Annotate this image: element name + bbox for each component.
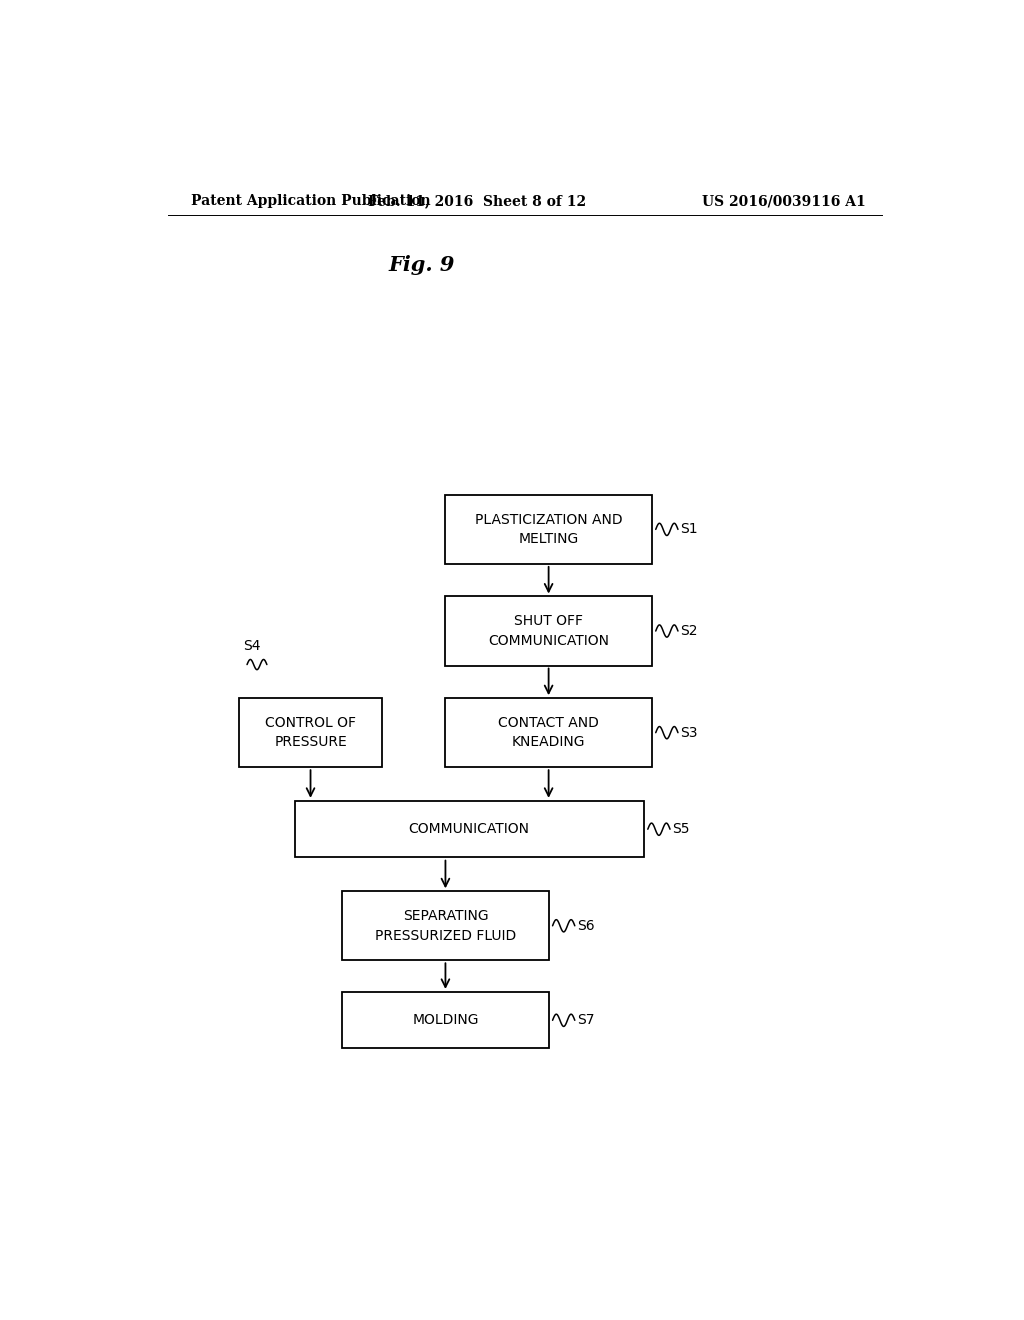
Text: US 2016/0039116 A1: US 2016/0039116 A1 (702, 194, 866, 209)
Text: CONTROL OF
PRESSURE: CONTROL OF PRESSURE (265, 715, 356, 750)
Text: Feb. 11, 2016  Sheet 8 of 12: Feb. 11, 2016 Sheet 8 of 12 (368, 194, 587, 209)
Bar (342, 891, 549, 961)
Text: S3: S3 (680, 726, 697, 739)
Text: S4: S4 (243, 639, 260, 653)
Text: Patent Application Publication: Patent Application Publication (191, 194, 431, 209)
Bar (295, 801, 644, 857)
Text: SHUT OFF
COMMUNICATION: SHUT OFF COMMUNICATION (488, 614, 609, 648)
Text: S1: S1 (680, 523, 698, 536)
Text: SEPARATING
PRESSURIZED FLUID: SEPARATING PRESSURIZED FLUID (375, 909, 516, 942)
Bar (445, 698, 652, 767)
Text: S6: S6 (578, 919, 595, 933)
Text: Fig. 9: Fig. 9 (388, 255, 455, 275)
Bar (445, 597, 652, 665)
Text: CONTACT AND
KNEADING: CONTACT AND KNEADING (498, 715, 599, 750)
Text: S5: S5 (673, 822, 690, 837)
Text: S7: S7 (578, 1014, 595, 1027)
Text: S2: S2 (680, 624, 697, 638)
Text: COMMUNICATION: COMMUNICATION (409, 822, 529, 837)
Bar (342, 993, 549, 1048)
Text: PLASTICIZATION AND
MELTING: PLASTICIZATION AND MELTING (475, 512, 623, 546)
Bar (445, 495, 652, 564)
Text: MOLDING: MOLDING (413, 1014, 478, 1027)
Bar (240, 698, 382, 767)
